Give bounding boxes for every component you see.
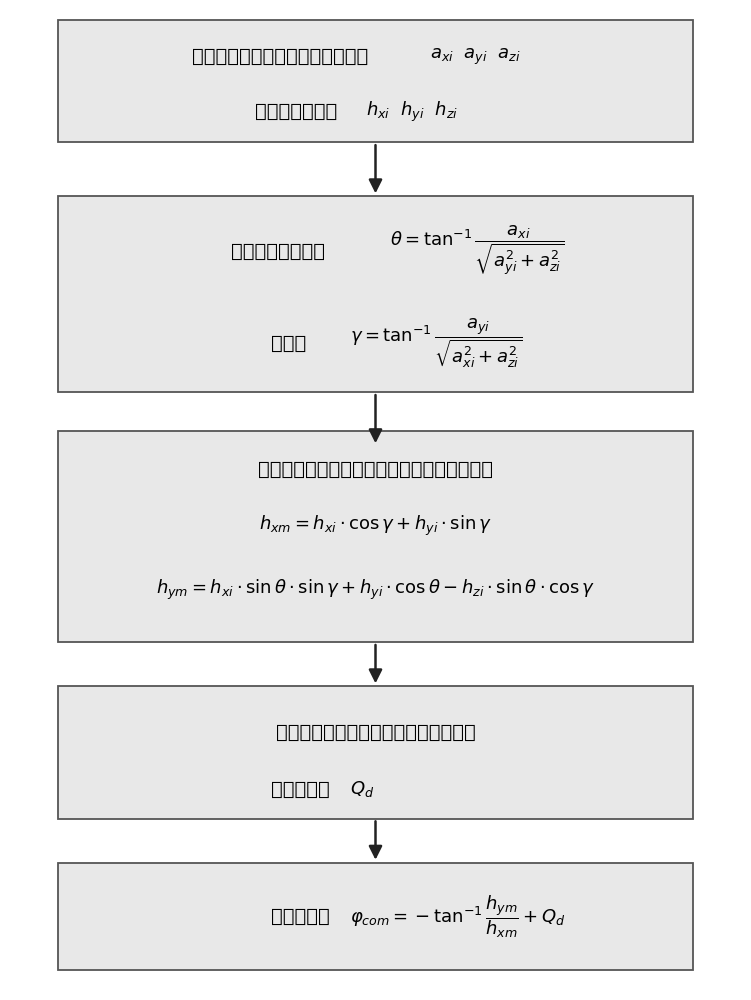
- Text: $\theta = \tan^{-1}\dfrac{a_{xi}}{\sqrt{a_{yi}^2 + a_{zi}^2}}$: $\theta = \tan^{-1}\dfrac{a_{xi}}{\sqrt{…: [390, 224, 564, 278]
- FancyBboxPatch shape: [59, 863, 692, 970]
- Text: 的修正因子: 的修正因子: [271, 780, 330, 799]
- FancyBboxPatch shape: [59, 196, 692, 392]
- Text: 将磁场强度测量值投影到地理坐标系水平面上: 将磁场强度测量值投影到地理坐标系水平面上: [258, 460, 493, 479]
- Text: 获取载体坐标系三轴上的加速度值: 获取载体坐标系三轴上的加速度值: [192, 47, 368, 66]
- FancyBboxPatch shape: [59, 431, 692, 642]
- Text: $a_{xi}$  $a_{yi}$  $a_{zi}$: $a_{xi}$ $a_{yi}$ $a_{zi}$: [430, 46, 520, 67]
- FancyBboxPatch shape: [59, 20, 692, 142]
- Text: $h_{xi}$  $h_{yi}$  $h_{zi}$: $h_{xi}$ $h_{yi}$ $h_{zi}$: [366, 100, 458, 124]
- Text: $Q_d$: $Q_d$: [350, 779, 375, 799]
- Text: $\varphi_{com} = -\tan^{-1}\dfrac{h_{ym}}{h_{xm}} + Q_d$: $\varphi_{com} = -\tan^{-1}\dfrac{h_{ym}…: [350, 893, 566, 940]
- Text: $h_{xm} = h_{xi}\cdot\cos\gamma + h_{yi}\cdot\sin\gamma$: $h_{xm} = h_{xi}\cdot\cos\gamma + h_{yi}…: [259, 514, 492, 538]
- Text: $\gamma = \tan^{-1}\dfrac{a_{yi}}{\sqrt{a_{xi}^2 + a_{zi}^2}}$: $\gamma = \tan^{-1}\dfrac{a_{yi}}{\sqrt{…: [350, 316, 523, 370]
- Text: 翻滚角: 翻滚角: [271, 334, 318, 353]
- FancyBboxPatch shape: [59, 686, 692, 818]
- Text: 计算载体的俯仰角: 计算载体的俯仰角: [231, 242, 338, 261]
- Text: $h_{ym} = h_{xi}\cdot\sin\theta\cdot\sin\gamma + h_{yi}\cdot\cos\theta - h_{zi}\: $h_{ym} = h_{xi}\cdot\sin\theta\cdot\sin…: [156, 577, 595, 602]
- Text: 映射到水平面的某一象限，选取该象限: 映射到水平面的某一象限，选取该象限: [276, 723, 475, 742]
- Text: 以及磁场强度值: 以及磁场强度值: [255, 102, 337, 121]
- Text: 计算航向角: 计算航向角: [271, 907, 330, 926]
